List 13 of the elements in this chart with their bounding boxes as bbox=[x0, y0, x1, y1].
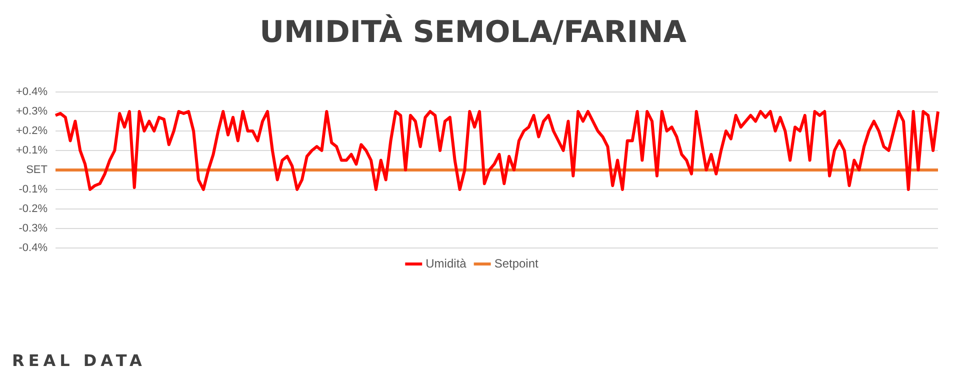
y-tick-label: +0.4% bbox=[16, 86, 48, 98]
legend-label: Setpoint bbox=[494, 256, 540, 270]
y-tick-label: SET bbox=[26, 164, 48, 176]
legend-label: Umidità bbox=[426, 256, 467, 270]
chart-title: UMIDITÀ SEMOLA/FARINA bbox=[260, 14, 688, 50]
y-tick-label: -0.4% bbox=[18, 242, 48, 254]
y-tick-label: +0.2% bbox=[16, 125, 48, 138]
y-tick-label: -0.3% bbox=[18, 222, 48, 235]
y-tick-label: -0.2% bbox=[18, 203, 48, 216]
y-tick-label: +0.3% bbox=[16, 106, 48, 118]
text: REAL DATA bbox=[12, 351, 146, 370]
y-tick-label: -0.1% bbox=[18, 184, 48, 196]
y-tick-label: +0.1% bbox=[16, 144, 48, 157]
